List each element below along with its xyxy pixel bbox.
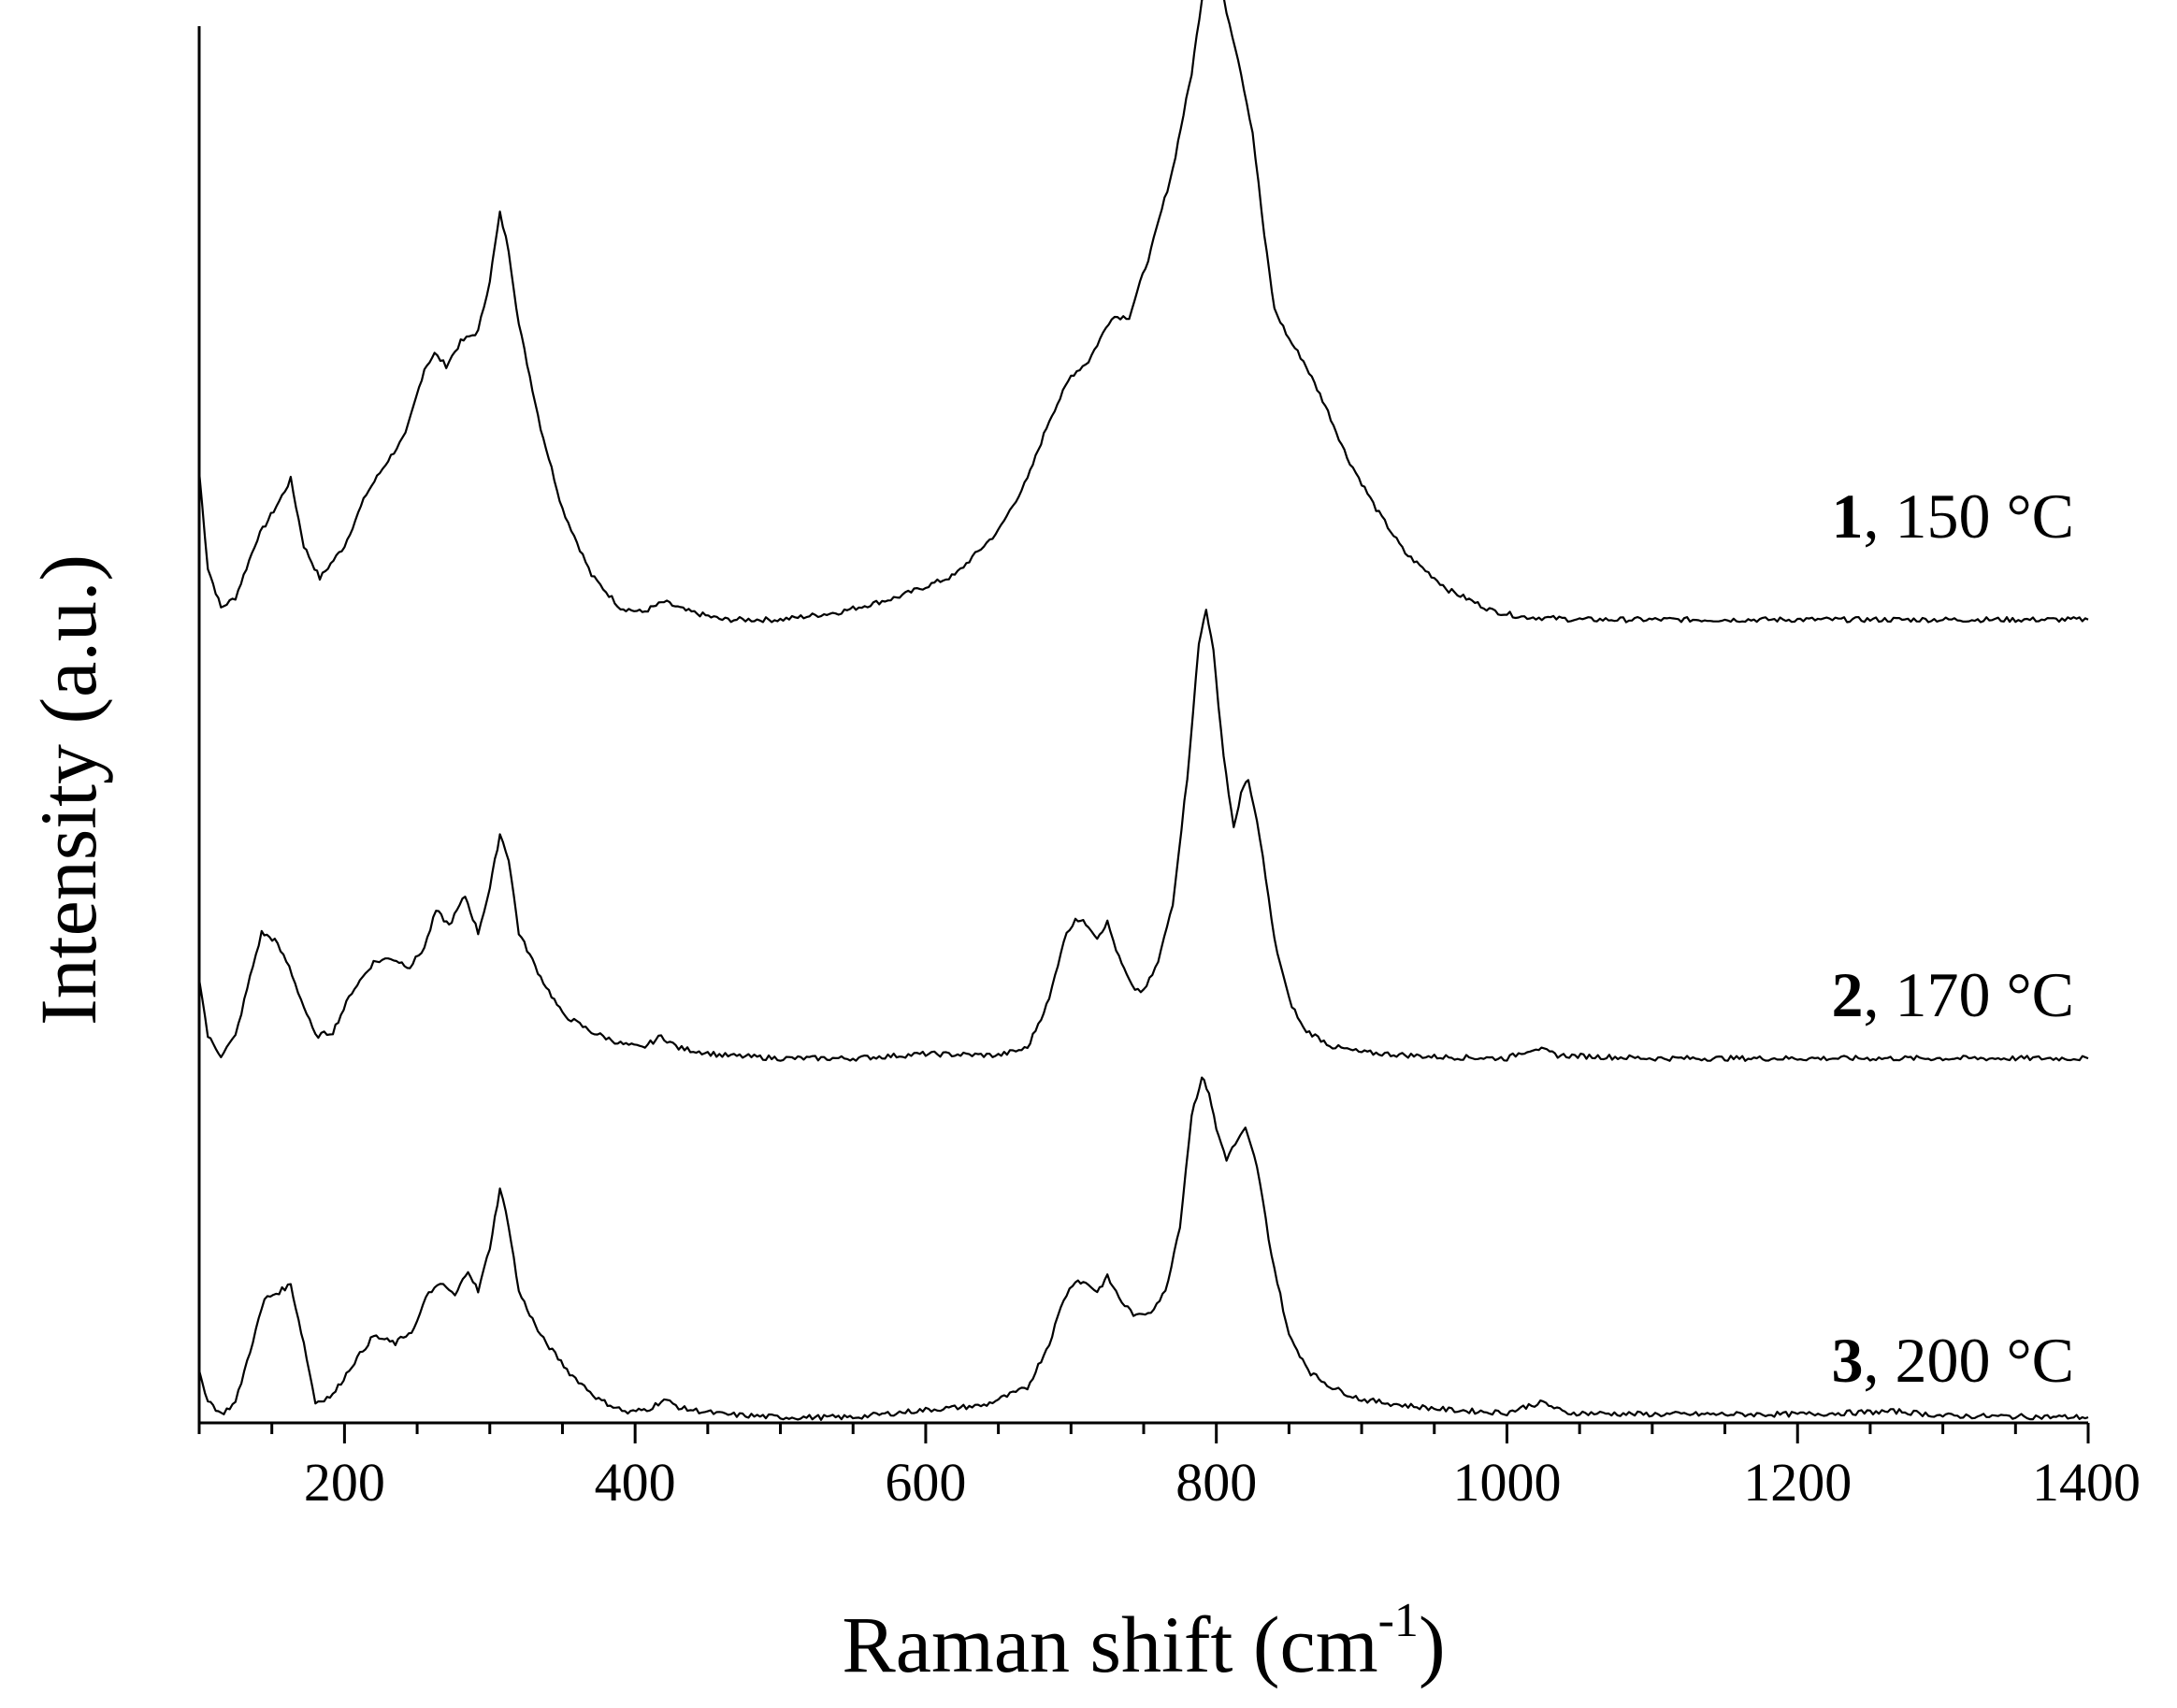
- series-label-temperature: , 150 °C: [1863, 481, 2074, 552]
- x-tick-label: 1000: [1452, 1452, 1561, 1513]
- x-tick-label: 1200: [1743, 1452, 1852, 1513]
- series-group: [197, 0, 2089, 1421]
- series-line-1: [197, 0, 2089, 624]
- x-tick-label: 600: [885, 1452, 966, 1513]
- x-tick-label: 800: [1175, 1452, 1257, 1513]
- series-line-2: [197, 609, 2089, 1062]
- x-axis-title-main: Raman shift (cm: [842, 1600, 1377, 1689]
- series-label-2: 2, 170 °C: [1831, 959, 2074, 1030]
- series-label-number: 1: [1831, 481, 1863, 552]
- x-ticks-group: 200 400 600 800 1000 1200 1400: [197, 1423, 2141, 1513]
- x-tick-label: 1400: [2032, 1452, 2141, 1513]
- y-axis-title: Intensity (a.u.): [23, 554, 113, 1026]
- x-tick-label: 400: [595, 1452, 676, 1513]
- x-axis-title: Raman shift (cm-1): [842, 1594, 1445, 1689]
- series-label-temperature: , 170 °C: [1863, 959, 2074, 1030]
- series-labels-group: 1, 150 °C 2, 170 °C 3, 200 °C: [1831, 481, 2074, 1396]
- series-label-3: 3, 200 °C: [1831, 1325, 2074, 1396]
- series-label-temperature: , 200 °C: [1863, 1325, 2074, 1396]
- x-axis-title-close: ): [1419, 1600, 1446, 1689]
- axes-group: [197, 26, 2088, 1425]
- series-label-number: 3: [1831, 1325, 1863, 1396]
- series-label-1: 1, 150 °C: [1831, 481, 2074, 552]
- x-axis-title-superscript: -1: [1378, 1594, 1419, 1647]
- series-label-number: 2: [1831, 959, 1863, 1030]
- x-tick-label: 200: [304, 1452, 385, 1513]
- series-line-3: [197, 1076, 2089, 1421]
